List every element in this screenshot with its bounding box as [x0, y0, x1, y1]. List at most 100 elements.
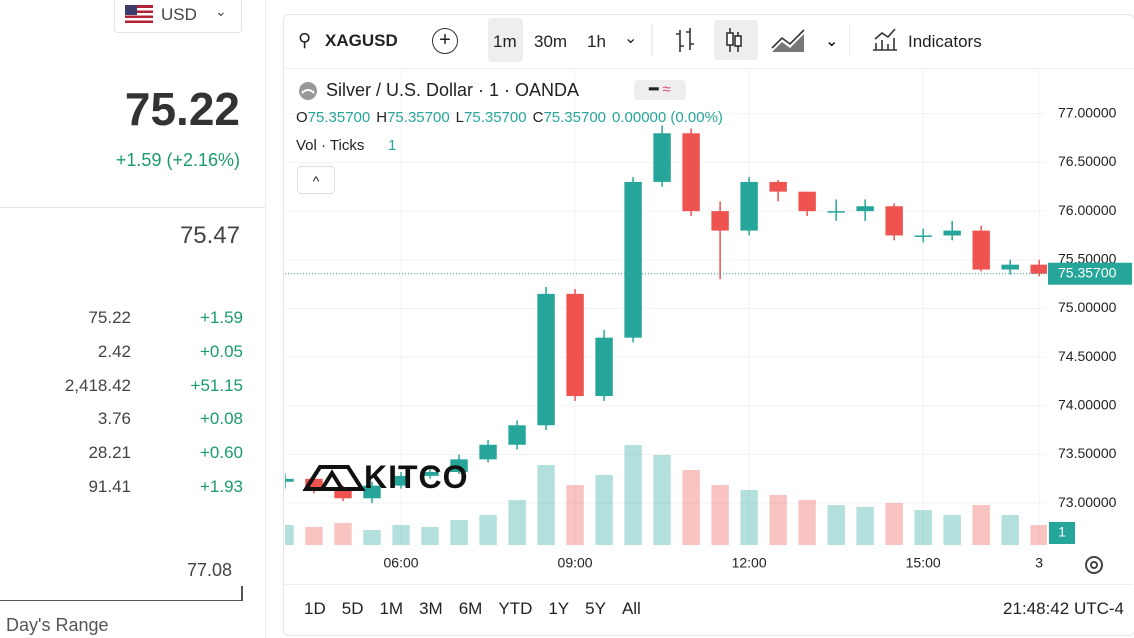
- row-change: +0.60: [199, 443, 243, 463]
- svg-text:⌄: ⌄: [825, 33, 838, 50]
- ask: 75.47: [179, 222, 240, 249]
- range-button[interactable]: All: [621, 599, 641, 618]
- last-price-label: 75.35700: [1058, 264, 1117, 280]
- volume-tag: [1049, 522, 1075, 544]
- volume-bar: [798, 500, 816, 545]
- y-tick-label: 75.50000: [1058, 251, 1117, 267]
- range-button[interactable]: 1M: [379, 599, 404, 618]
- flag-icon: [125, 5, 153, 23]
- y-tick-label: 74.00000: [1058, 397, 1117, 413]
- range-button[interactable]: YTD: [498, 599, 533, 618]
- candle-body: [285, 478, 294, 482]
- plot-area: [285, 70, 1047, 545]
- volume-bar: [305, 527, 323, 545]
- row-change: +1.59: [199, 308, 243, 327]
- volume-tag-label: 1: [1058, 524, 1066, 540]
- candle-body: [305, 478, 323, 489]
- y-tick-label: 77.00000: [1058, 105, 1117, 121]
- ohlc-key: O: [296, 109, 308, 126]
- candle-body: [885, 206, 903, 236]
- y-tick-label: 74.50000: [1058, 348, 1117, 364]
- interval[interactable]: 30m: [534, 32, 568, 51]
- search-icon[interactable]: ⚲: [298, 30, 312, 50]
- candle-body: [972, 230, 990, 270]
- candle-body: [479, 444, 497, 460]
- ohlc-value: 75.35700: [387, 109, 450, 126]
- range-button[interactable]: 1D: [304, 599, 326, 618]
- candle-body: [595, 337, 613, 397]
- range-button[interactable]: 1Y: [548, 599, 570, 618]
- candle-body: [1001, 264, 1019, 270]
- last-price-tag: [1048, 262, 1132, 285]
- chart-frame: [283, 14, 1134, 636]
- row-change: +0.05: [199, 341, 243, 361]
- volume-bar: [972, 505, 990, 545]
- volume-bar: [1001, 515, 1019, 545]
- range-button[interactable]: 3M: [419, 599, 443, 618]
- indicators[interactable]: Indicators: [908, 32, 982, 51]
- y-tick-label: 73.00000: [1058, 494, 1117, 510]
- volume-bar: [827, 505, 845, 545]
- legend-ohlc: O75.35700 H75.35700 L75.35700 C75.35700 0.00…: [296, 109, 723, 126]
- x-tick-label: 09:00: [558, 555, 593, 571]
- clock: 21:48:42 UTC-4: [1003, 599, 1124, 618]
- range-button[interactable]: 6M: [458, 599, 483, 618]
- candle-body: [943, 230, 961, 236]
- volume-bar: [285, 525, 294, 545]
- candle-body: [769, 181, 787, 192]
- x-tick-label: 12:00: [732, 555, 767, 571]
- volume-legend: Vol · Ticks: [296, 137, 365, 154]
- volume-legend-value: 1: [388, 137, 397, 154]
- volume-bar: [885, 503, 903, 545]
- legend-tags: ━ ≈: [634, 80, 686, 100]
- x-tick-label: 06:00: [384, 555, 419, 571]
- candle-body: [537, 293, 555, 426]
- volume-bar: [711, 485, 729, 545]
- toolbar-icons: ⌄: [651, 20, 850, 60]
- range-label: Day's Range: [6, 615, 109, 635]
- row-value: 91.41: [88, 477, 131, 496]
- candle-body: [624, 181, 642, 338]
- row-change: +0.08: [199, 409, 243, 429]
- chevron[interactable]: ⌄: [624, 30, 638, 47]
- symbol-logo: [299, 82, 317, 100]
- candle-body: [1030, 264, 1047, 274]
- range-button[interactable]: 5D: [341, 599, 364, 618]
- row-value: 2.42: [97, 341, 131, 361]
- row-value: 75.22: [88, 308, 131, 327]
- settings-icon[interactable]: [1082, 553, 1106, 577]
- panel-border: [265, 0, 266, 638]
- currency-select[interactable]: USD ⌄: [114, 0, 242, 33]
- x-tick-label: 3: [1035, 555, 1043, 571]
- interval[interactable]: 1m: [493, 32, 517, 51]
- collapse-button[interactable]: ^: [297, 166, 335, 194]
- volume-bar: [769, 495, 787, 545]
- range-button[interactable]: 5Y: [585, 599, 606, 618]
- ohlc-key: C: [532, 109, 544, 126]
- volume-bar: [479, 515, 497, 545]
- volume-bar: [334, 523, 352, 545]
- bottom-divider: [283, 584, 1133, 585]
- volume-bar: [740, 490, 758, 545]
- chevron: ⌄: [215, 3, 227, 19]
- volume-bar: [1030, 525, 1047, 545]
- compare-button[interactable]: +: [432, 28, 458, 54]
- interval[interactable]: 1h: [587, 32, 606, 51]
- volume-bar: [450, 520, 468, 545]
- candle-body: [827, 211, 845, 213]
- ohlc-change: 0.00000 (0.00%): [612, 109, 723, 126]
- currency: USD: [161, 5, 197, 24]
- candle-body: [682, 133, 700, 212]
- volume-bar: [856, 507, 874, 545]
- ohlc-value: 75.35700: [464, 109, 527, 126]
- watermark-logo: [302, 465, 366, 491]
- row-change: +51.15: [190, 375, 243, 395]
- range-bar: [0, 586, 243, 601]
- candle-body: [566, 293, 584, 397]
- x-tick-label: 15:00: [906, 555, 941, 571]
- row-value: 3.76: [97, 409, 131, 429]
- symbol[interactable]: XAGUSD: [325, 31, 398, 50]
- volume-bar: [363, 530, 381, 545]
- legend-title: Silver / U.S. Dollar · 1 · OANDA: [326, 80, 580, 100]
